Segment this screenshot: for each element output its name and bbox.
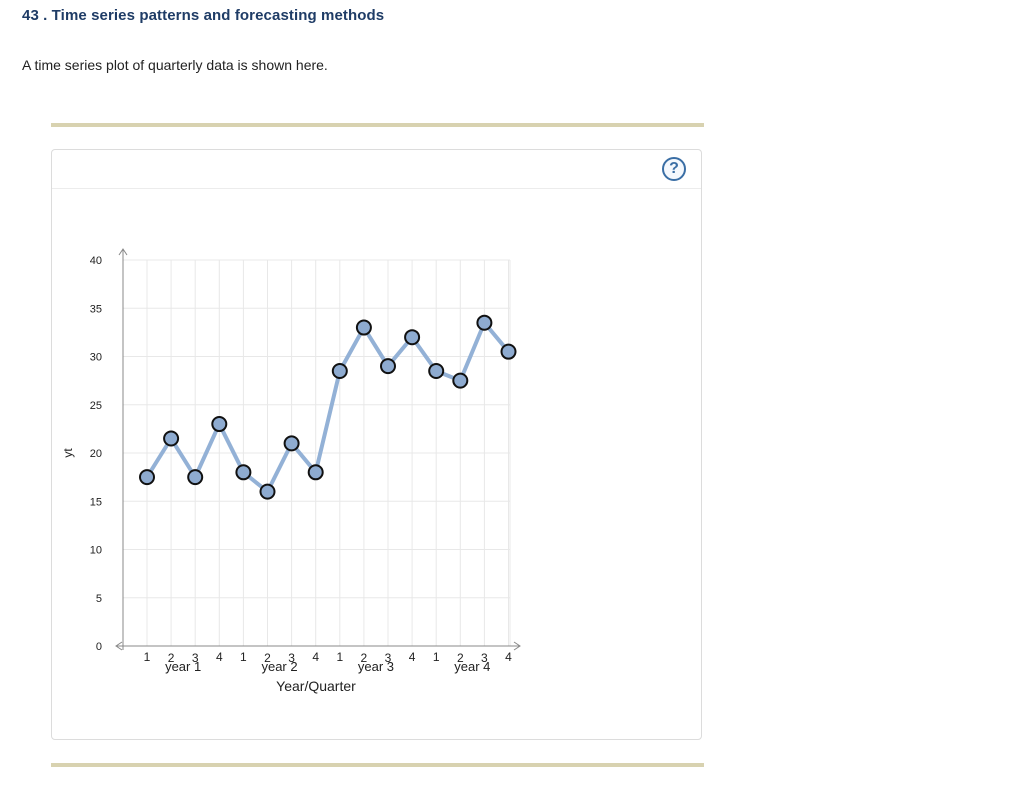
x-quarter-label: 4: [312, 650, 319, 664]
x-axis-arrow-left-icon: [115, 641, 123, 651]
x-quarter-label: 2: [168, 651, 175, 665]
data-point: [307, 464, 324, 481]
y-tick-label: 35: [90, 303, 102, 315]
bottom-divider: [51, 763, 704, 767]
y-axis-arrow-icon: [118, 248, 128, 256]
y-tick-label: 20: [90, 448, 102, 460]
x-quarter-label: 4: [505, 650, 512, 664]
data-point: [235, 464, 252, 481]
data-point: [404, 329, 421, 346]
x-quarter-label: 1: [336, 650, 343, 664]
data-point: [380, 358, 396, 375]
x-quarter-label: 3: [192, 651, 199, 665]
x-year-label: year 4: [454, 659, 490, 674]
x-quarter-label: 2: [457, 651, 464, 665]
y-tick-label: 5: [96, 593, 102, 605]
y-tick-label: 10: [90, 545, 102, 557]
x-quarter-label: 4: [409, 650, 416, 664]
data-point: [259, 483, 276, 500]
x-quarter-label: 1: [240, 650, 247, 664]
chart-panel: ?: [51, 149, 702, 740]
data-point: [476, 314, 493, 331]
x-quarter-label: 3: [288, 651, 295, 665]
x-quarter-label: 4: [216, 650, 223, 664]
data-point: [331, 362, 348, 379]
data-point: [211, 416, 228, 433]
panel-header: ?: [52, 150, 701, 189]
series-line: [145, 320, 511, 494]
question-title: 43 . Time series patterns and forecastin…: [22, 7, 385, 24]
y-tick-label: 40: [90, 255, 102, 267]
y-tick-label: 15: [90, 496, 102, 508]
y-tick-label: 25: [90, 400, 102, 412]
x-quarter-label: 2: [264, 651, 271, 665]
x-axis-arrow-right-icon: [513, 641, 521, 651]
x-quarter-label: 3: [385, 651, 392, 665]
question-intro: A time series plot of quarterly data is …: [22, 57, 328, 73]
y-tick-label: 30: [90, 352, 102, 364]
top-divider: [51, 123, 704, 127]
x-year-label: year 3: [358, 659, 394, 674]
data-point: [452, 372, 469, 389]
x-quarter-label: 2: [361, 651, 368, 665]
x-year-label: year 1: [165, 659, 201, 674]
data-point: [139, 469, 155, 486]
x-quarter-label: 1: [144, 650, 151, 664]
x-quarter-label: 1: [433, 650, 440, 664]
x-quarter-label: 3: [481, 651, 488, 665]
x-axis-title: Year/Quarter: [276, 678, 356, 694]
y-axis-label: yt: [61, 448, 75, 458]
data-point: [500, 343, 517, 360]
x-year-label: year 2: [261, 659, 297, 674]
data-point: [283, 435, 300, 452]
data-point: [187, 469, 204, 486]
data-point: [355, 319, 372, 336]
data-point: [428, 362, 445, 379]
help-icon[interactable]: ?: [662, 157, 686, 181]
y-tick-label: 0: [96, 641, 102, 653]
data-point: [163, 430, 180, 447]
